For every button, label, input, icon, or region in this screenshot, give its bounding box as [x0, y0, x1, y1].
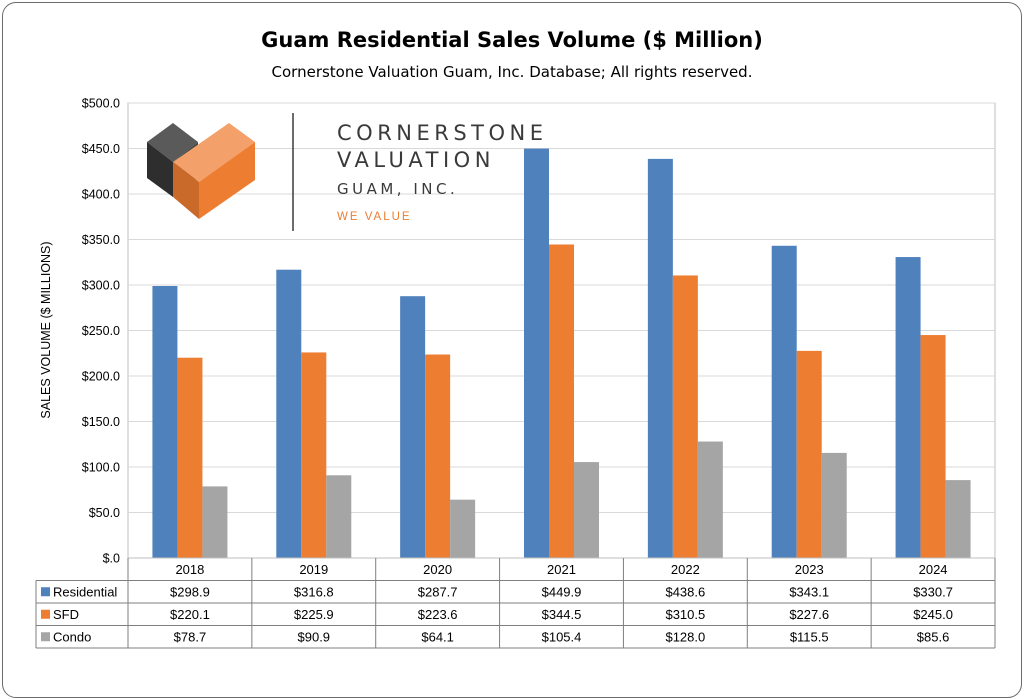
bar-condo-2019 [326, 475, 352, 558]
bar-condo-2020 [450, 499, 476, 558]
data-label-condo-2020: $64.1 [421, 629, 454, 644]
x-tick-label: 2021 [547, 562, 576, 577]
bar-sfd-2021 [549, 244, 574, 558]
bar-sfd-2019 [301, 352, 327, 558]
y-tick-label: $.0 [103, 552, 120, 566]
data-label-sfd-2019: $225.9 [294, 607, 334, 622]
data-label-residential-2018: $298.9 [170, 584, 210, 599]
data-label-residential-2019: $316.8 [294, 584, 334, 599]
y-axis-ticks: $.0 $50.0 $100.0 $150.0 $200.0 $250.0 $300.0 $3… [82, 97, 120, 566]
data-label-condo-2019: $90.9 [298, 629, 331, 644]
company-logo: CORNERSTONE VALUATION GUAM, INC. WE VALU… [147, 113, 548, 231]
bar-sfd-2023 [796, 350, 822, 558]
bar-residential-2020 [400, 296, 426, 558]
data-label-sfd-2018: $220.1 [170, 607, 210, 622]
x-tick-label: 2023 [795, 562, 824, 577]
data-label-condo-2018: $78.7 [174, 629, 207, 644]
logo-cube-mark [147, 123, 255, 219]
x-tick-label: 2022 [671, 562, 700, 577]
bar-residential-2021 [524, 148, 549, 558]
data-label-condo-2023: $115.5 [790, 629, 829, 644]
data-label-sfd-2024: $245.0 [913, 607, 953, 622]
data-label-condo-2024: $85.6 [917, 629, 950, 644]
chart-subtitle: Cornerstone Valuation Guam, Inc. Databas… [271, 63, 753, 81]
logo-line-3: GUAM, INC. [337, 180, 458, 198]
y-tick-label: $50.0 [89, 506, 120, 520]
data-label-condo-2022: $128.0 [665, 629, 705, 644]
legend-label-sfd: SFD [53, 607, 79, 622]
data-label-residential-2021: $449.9 [542, 584, 582, 599]
legend-swatch-sfd [41, 609, 50, 619]
x-tick-label: 2019 [299, 562, 328, 577]
bar-condo-2018 [202, 486, 228, 558]
data-label-residential-2024: $330.7 [913, 584, 953, 599]
data-label-residential-2020: $287.7 [418, 584, 458, 599]
y-tick-label: $400.0 [82, 188, 120, 202]
bar-sfd-2018 [177, 357, 203, 558]
chart-title: Guam Residential Sales Volume ($ Million… [261, 28, 763, 52]
y-tick-label: $100.0 [82, 461, 120, 475]
legend-swatch-condo [41, 632, 50, 642]
bar-sfd-2022 [672, 275, 698, 558]
bar-residential-2023 [771, 245, 797, 559]
bar-sfd-2024 [920, 335, 946, 558]
bar-condo-2021 [574, 462, 599, 558]
data-label-sfd-2021: $344.5 [542, 607, 582, 622]
data-label-sfd-2022: $310.5 [665, 607, 705, 622]
bar-condo-2022 [697, 441, 723, 558]
bar-sfd-2020 [425, 354, 451, 558]
data-label-sfd-2020: $223.6 [418, 607, 458, 622]
y-tick-label: $350.0 [82, 233, 120, 247]
y-tick-label: $450.0 [82, 142, 120, 156]
logo-line-2: VALUATION [337, 148, 495, 172]
bar-residential-2019 [276, 269, 302, 558]
legend-swatch-residential [41, 587, 50, 597]
x-tick-label: 2018 [175, 562, 204, 577]
logo-tagline: WE VALUE [337, 211, 412, 223]
bar-residential-2022 [647, 158, 673, 558]
bar-condo-2024 [945, 480, 971, 558]
bar-residential-2018 [152, 286, 178, 558]
y-tick-label: $300.0 [82, 279, 120, 293]
legend-label-condo: Condo [53, 629, 91, 644]
logo-line-1: CORNERSTONE [337, 121, 548, 145]
y-tick-label: $200.0 [82, 370, 120, 384]
bar-condo-2023 [821, 452, 847, 558]
x-tick-label: 2024 [919, 562, 948, 577]
bar-residential-2024 [895, 257, 921, 558]
data-label-sfd-2023: $227.6 [789, 607, 829, 622]
legend-label-residential: Residential [53, 584, 117, 599]
y-tick-label: $500.0 [82, 97, 120, 111]
x-tick-label: 2020 [423, 562, 452, 577]
y-tick-label: $150.0 [82, 415, 120, 429]
y-tick-label: $250.0 [82, 324, 120, 338]
data-table: 2018 2019 2020 2021 2022 2023 2024 Residential $… [35, 557, 996, 649]
bars [152, 148, 971, 559]
data-label-condo-2021: $105.4 [542, 629, 582, 644]
data-label-residential-2023: $343.1 [789, 584, 829, 599]
data-label-residential-2022: $438.6 [665, 584, 705, 599]
